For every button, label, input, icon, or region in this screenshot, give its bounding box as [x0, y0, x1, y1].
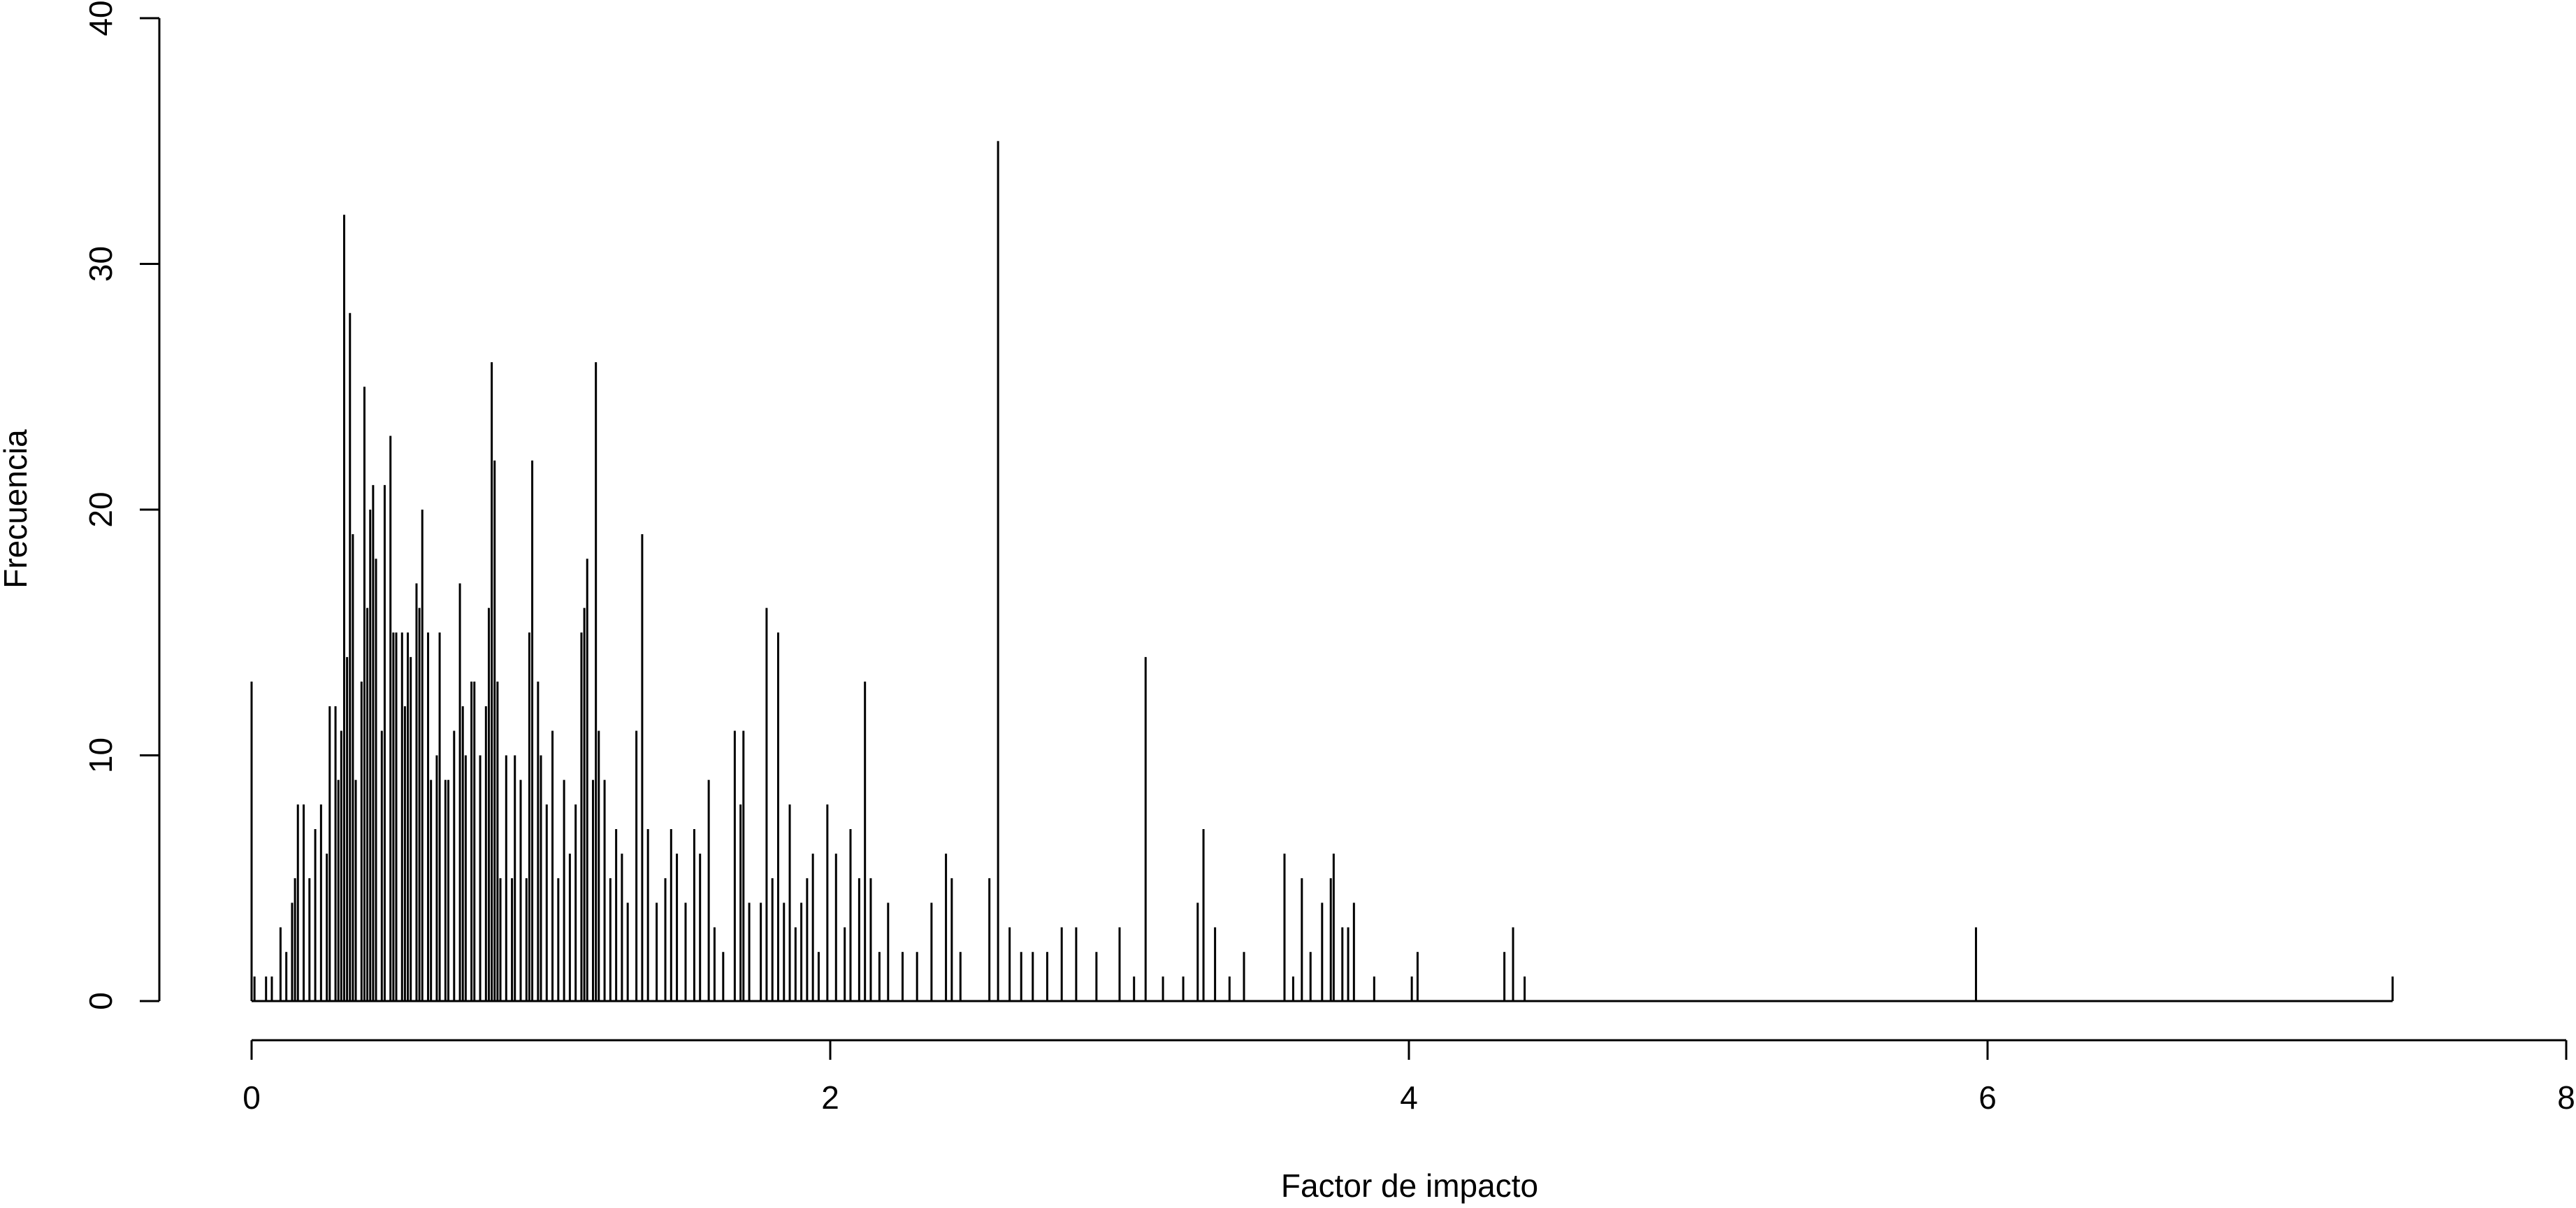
- x-tick-label: 4: [1400, 1079, 1418, 1116]
- y-tick-label: 0: [82, 992, 119, 1010]
- x-tick-label: 2: [821, 1079, 839, 1116]
- y-axis-label: Frecuencia: [0, 429, 34, 589]
- y-tick-label: 30: [82, 246, 119, 282]
- x-tick-label: 0: [243, 1079, 261, 1116]
- x-tick-label: 6: [1978, 1079, 1997, 1116]
- y-tick-label: 10: [82, 738, 119, 773]
- x-axis-label: Factor de impacto: [1281, 1167, 1538, 1204]
- y-tick-label: 20: [82, 491, 119, 527]
- x-tick-label: 8: [2557, 1079, 2575, 1116]
- y-tick-label: 40: [82, 0, 119, 36]
